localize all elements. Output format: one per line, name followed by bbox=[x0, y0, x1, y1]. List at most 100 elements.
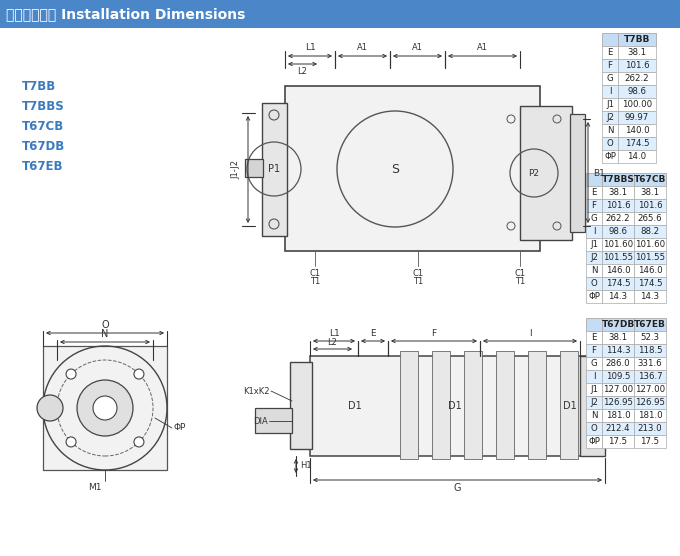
Bar bbox=[602, 173, 634, 186]
Text: P2: P2 bbox=[528, 168, 539, 177]
Text: P1: P1 bbox=[268, 164, 280, 174]
Bar bbox=[586, 264, 602, 277]
Bar bbox=[245, 159, 263, 177]
Bar bbox=[634, 422, 666, 435]
Text: T67DB: T67DB bbox=[22, 140, 65, 152]
Text: 100.00: 100.00 bbox=[622, 100, 652, 109]
Text: E: E bbox=[370, 329, 376, 338]
Bar bbox=[618, 46, 656, 59]
Text: T7BBS: T7BBS bbox=[22, 100, 65, 112]
Text: K1xK2: K1xK2 bbox=[243, 386, 270, 395]
Text: J1: J1 bbox=[606, 100, 614, 109]
Text: F: F bbox=[592, 346, 596, 355]
Text: I: I bbox=[528, 329, 531, 338]
Text: 146.0: 146.0 bbox=[638, 266, 662, 275]
Text: D1: D1 bbox=[563, 401, 577, 411]
Text: T67EB: T67EB bbox=[22, 160, 63, 172]
Circle shape bbox=[134, 369, 144, 379]
Bar bbox=[634, 225, 666, 238]
Bar bbox=[602, 264, 634, 277]
Bar bbox=[634, 199, 666, 212]
Text: L1: L1 bbox=[305, 43, 316, 52]
Bar bbox=[586, 422, 602, 435]
Bar bbox=[43, 346, 167, 470]
Bar bbox=[634, 383, 666, 396]
Bar bbox=[618, 59, 656, 72]
Text: G: G bbox=[591, 359, 597, 368]
Text: 126.95: 126.95 bbox=[603, 398, 633, 407]
Text: 181.0: 181.0 bbox=[638, 411, 662, 420]
Text: 98.6: 98.6 bbox=[609, 227, 628, 236]
Bar bbox=[634, 238, 666, 251]
Bar bbox=[602, 396, 634, 409]
Bar bbox=[464, 351, 482, 459]
Bar bbox=[602, 331, 634, 344]
Text: 88.2: 88.2 bbox=[641, 227, 660, 236]
Text: 265.6: 265.6 bbox=[638, 214, 662, 223]
Bar bbox=[262, 103, 287, 236]
Text: 126.95: 126.95 bbox=[635, 398, 665, 407]
Bar bbox=[602, 225, 634, 238]
Text: F: F bbox=[431, 329, 437, 338]
Text: T1: T1 bbox=[310, 277, 320, 286]
Circle shape bbox=[77, 380, 133, 436]
Bar bbox=[618, 72, 656, 85]
Text: J2: J2 bbox=[590, 253, 598, 262]
Bar bbox=[634, 212, 666, 225]
Text: 101.55: 101.55 bbox=[603, 253, 633, 262]
Text: I: I bbox=[593, 227, 595, 236]
Text: B1: B1 bbox=[593, 168, 605, 177]
Text: 101.6: 101.6 bbox=[638, 201, 662, 210]
Bar bbox=[528, 351, 546, 459]
Bar bbox=[400, 351, 418, 459]
Text: O: O bbox=[591, 424, 597, 433]
Circle shape bbox=[134, 437, 144, 447]
Text: DIA: DIA bbox=[253, 416, 268, 425]
Bar bbox=[586, 409, 602, 422]
Bar bbox=[602, 277, 634, 290]
Text: A1: A1 bbox=[477, 43, 488, 52]
Text: D1: D1 bbox=[448, 401, 462, 411]
Text: N: N bbox=[591, 411, 597, 420]
Text: 38.1: 38.1 bbox=[609, 188, 628, 197]
Text: 安装连接尺寸 Installation Dimensions: 安装连接尺寸 Installation Dimensions bbox=[6, 7, 245, 21]
Bar bbox=[634, 318, 666, 331]
Text: J1-J2: J1-J2 bbox=[231, 160, 241, 178]
Text: O: O bbox=[607, 139, 613, 148]
Bar bbox=[602, 370, 634, 383]
Bar bbox=[634, 290, 666, 303]
Text: T7BBS: T7BBS bbox=[602, 175, 634, 184]
Circle shape bbox=[37, 395, 63, 421]
Text: J2: J2 bbox=[590, 398, 598, 407]
Bar bbox=[602, 199, 634, 212]
Bar bbox=[586, 212, 602, 225]
Bar bbox=[586, 383, 602, 396]
Text: 174.5: 174.5 bbox=[606, 279, 630, 288]
Bar bbox=[634, 357, 666, 370]
Bar bbox=[602, 33, 618, 46]
Text: 14.3: 14.3 bbox=[641, 292, 660, 301]
Text: L2: L2 bbox=[297, 67, 307, 76]
Bar bbox=[602, 383, 634, 396]
Bar bbox=[586, 277, 602, 290]
Text: G: G bbox=[607, 74, 613, 83]
Text: T67EB: T67EB bbox=[634, 320, 666, 329]
Bar bbox=[602, 357, 634, 370]
Bar bbox=[580, 356, 605, 456]
Bar bbox=[602, 59, 618, 72]
Text: T1: T1 bbox=[413, 277, 423, 286]
Bar bbox=[520, 106, 572, 240]
Text: 14.0: 14.0 bbox=[628, 152, 647, 161]
Text: T67DB: T67DB bbox=[601, 320, 634, 329]
Text: ΦP: ΦP bbox=[588, 292, 600, 301]
Text: ΦP: ΦP bbox=[173, 424, 186, 433]
Text: 38.1: 38.1 bbox=[628, 48, 647, 57]
Text: 174.5: 174.5 bbox=[625, 139, 649, 148]
Bar bbox=[496, 351, 514, 459]
Text: I: I bbox=[609, 87, 611, 96]
Text: G: G bbox=[454, 483, 461, 493]
Text: F: F bbox=[607, 61, 613, 70]
Bar bbox=[570, 114, 585, 232]
Text: 262.2: 262.2 bbox=[625, 74, 649, 83]
Bar bbox=[602, 318, 634, 331]
